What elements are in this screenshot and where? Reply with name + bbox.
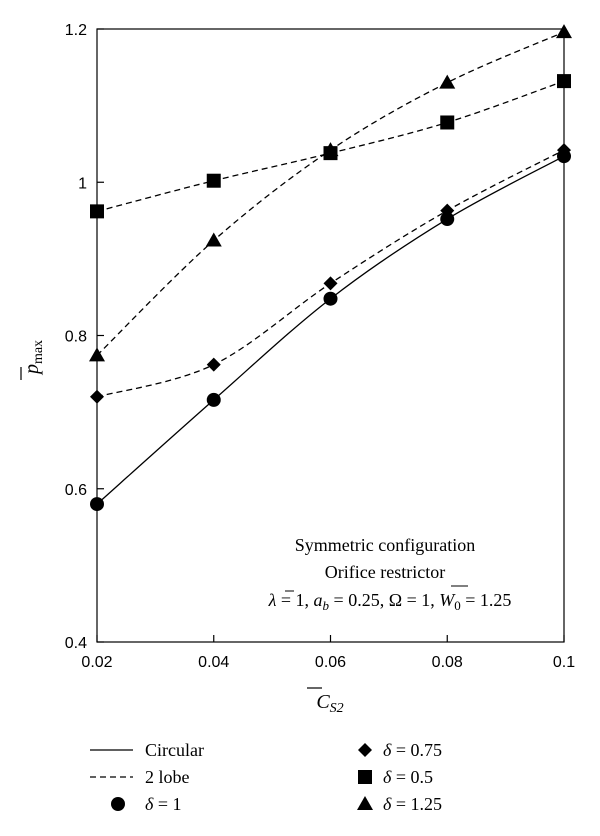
legend-label: 2 lobe [145,767,190,787]
x-axis-label-sub: S2 [330,701,344,716]
series [89,24,572,512]
legend-item: δ = 1.25 [357,794,442,814]
data-point-triangle [205,232,222,247]
svg-text:pmax: pmax [21,340,46,376]
y-tick-label: 0.4 [65,635,87,652]
legend-label: δ = 0.5 [383,767,433,787]
annotation-line-2: Orifice restrictor [325,562,445,582]
y-axis-label-main: p [21,364,43,376]
legend-label: Circular [145,740,204,760]
data-point-square [557,74,571,89]
y-axis-label: pmax [20,340,46,380]
x-tick-label: 0.06 [315,654,346,671]
data-point-triangle [89,347,105,362]
legend-item: δ = 1 [111,794,182,814]
data-point-square [90,204,104,219]
data-point-square [440,115,455,130]
data-point-triangle [322,142,339,157]
data-point-diamond [557,143,571,158]
annotation-line-3: λ = 1, ab = 0.25, Ω = 1, W0 = 1.25 [268,590,512,613]
legend-item: δ = 0.75 [358,740,442,760]
data-point-triangle [556,24,572,39]
legend: Circular 2 lobe δ = 1 δ = 0.75 δ = 0.5 δ = 1.… [90,740,442,814]
data-point-diamond [440,203,455,218]
annotation: Symmetric configuration Orifice restrict… [268,535,512,613]
data-point-square [206,173,221,188]
y-axis-label-sub: max [31,340,46,364]
x-tick-label: 0.02 [81,654,112,671]
legend-marker-diamond [358,743,372,757]
series-line-diamond [96,149,565,398]
legend-item: 2 lobe [90,767,190,787]
svg-text:CS2: CS2 [316,691,343,716]
x-axis-label-main: C [316,691,330,713]
y-tick-label: 1.2 [65,22,87,39]
data-point-circle [206,392,221,407]
series-line-circle [96,155,565,505]
x-tick-label: 0.04 [198,654,229,671]
legend-marker-circle [111,797,125,811]
x-tick-label: 0.08 [432,654,463,671]
legend-item: δ = 0.5 [358,767,433,787]
annotation-line-1: Symmetric configuration [295,535,475,555]
ticks: 0.02 0.04 0.06 0.08 0.1 0.4 0.6 0.8 1 1.2 [65,22,575,671]
series-line-triangle [96,31,565,356]
legend-label: δ = 1.25 [383,794,442,814]
legend-label: δ = 1 [145,794,182,814]
y-tick-label: 1 [78,175,87,192]
legend-marker-square [358,770,372,784]
legend-item: Circular [90,740,204,760]
legend-label: δ = 0.75 [383,740,442,760]
data-point-circle [90,497,104,512]
data-point-circle [323,291,338,306]
data-point-triangle [439,74,456,89]
data-point-circle [440,212,455,227]
data-point-diamond [206,357,221,372]
legend-marker-triangle [357,796,373,810]
y-tick-label: 0.8 [65,329,87,346]
x-tick-label: 0.1 [553,654,575,671]
x-axis-label: CS2 [307,687,344,716]
data-point-diamond [323,276,338,291]
y-tick-label: 0.6 [65,482,87,499]
data-point-diamond [90,389,104,404]
